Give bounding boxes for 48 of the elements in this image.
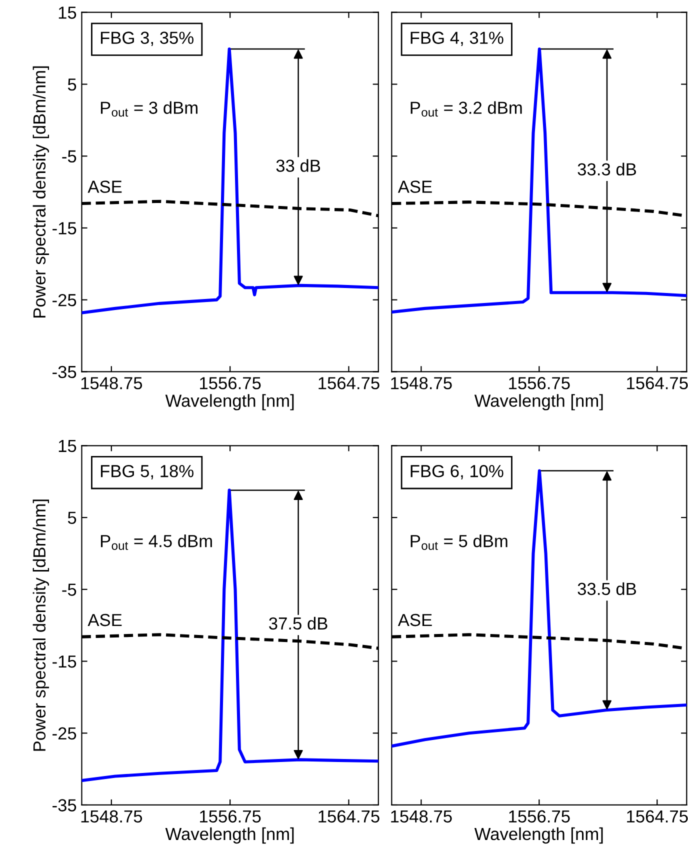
y-tick-label: -25 <box>52 294 76 306</box>
y-tick-label: 5 <box>68 78 76 91</box>
x-axis-title: Wavelength [nm] <box>474 827 603 844</box>
annotation: P$_{out}$ = 3 dBm <box>100 101 198 117</box>
y-tick-label: -35 <box>52 366 76 378</box>
y-tick-label: -35 <box>52 799 76 812</box>
annotation: 33 dB <box>276 159 320 172</box>
y-axis-title: Power spectral density [dBm/nm] <box>32 500 50 751</box>
x-tick-label: 1564.75 <box>627 377 688 390</box>
x-tick-label: 1556.75 <box>509 810 570 823</box>
x-tick-label: 1548.75 <box>81 377 142 390</box>
x-tick-label: 1556.75 <box>200 377 261 390</box>
x-axis-title: Wavelength [nm] <box>165 394 294 410</box>
annotation: P$_{out}$ = 4.5 dBm <box>100 534 212 550</box>
annotation: 33.3 dB <box>578 162 636 176</box>
y-tick-label: 15 <box>58 440 76 452</box>
y-axis-title: Power spectral density [dBm/nm] <box>32 66 50 318</box>
annotation: 33.5 dB <box>578 582 636 596</box>
series-label: ASE <box>398 180 432 193</box>
annotation: FBG 3, 35% <box>100 32 194 46</box>
y-tick-label: -15 <box>52 222 76 234</box>
x-tick-label: 1564.75 <box>318 377 380 390</box>
series-label: ASE <box>88 614 122 626</box>
annotation: P$_{out}$ = 5 dBm <box>410 534 508 550</box>
x-tick-label: 1556.75 <box>200 810 261 823</box>
annotation: FBG 5, 18% <box>100 464 194 480</box>
x-axis-title: Wavelength [nm] <box>474 394 603 410</box>
x-tick-label: 1548.75 <box>391 810 452 823</box>
series-label: ASE <box>398 614 432 626</box>
y-tick-label: -5 <box>62 584 76 596</box>
annotation: 37.5 dB <box>269 616 328 630</box>
x-tick-label: 1564.75 <box>318 810 380 823</box>
annotation: FBG 4, 31% <box>410 32 504 46</box>
x-tick-label: 1548.75 <box>81 810 142 823</box>
series-label: ASE <box>88 180 122 193</box>
x-axis-title: Wavelength [nm] <box>165 827 294 844</box>
line-series <box>82 488 378 782</box>
y-tick-label: 15 <box>58 6 76 19</box>
y-tick-label: -15 <box>52 656 76 668</box>
annotation: FBG 6, 10% <box>410 464 504 480</box>
annotation: P$_{out}$ = 3.2 dBm <box>410 101 522 117</box>
x-tick-label: 1556.75 <box>509 377 570 390</box>
x-tick-label: 1564.75 <box>627 810 688 823</box>
y-tick-label: -25 <box>52 727 76 740</box>
x-tick-label: 1548.75 <box>391 377 452 390</box>
y-tick-label: -5 <box>62 150 76 163</box>
line-series <box>82 47 378 314</box>
y-tick-label: 5 <box>68 512 76 524</box>
